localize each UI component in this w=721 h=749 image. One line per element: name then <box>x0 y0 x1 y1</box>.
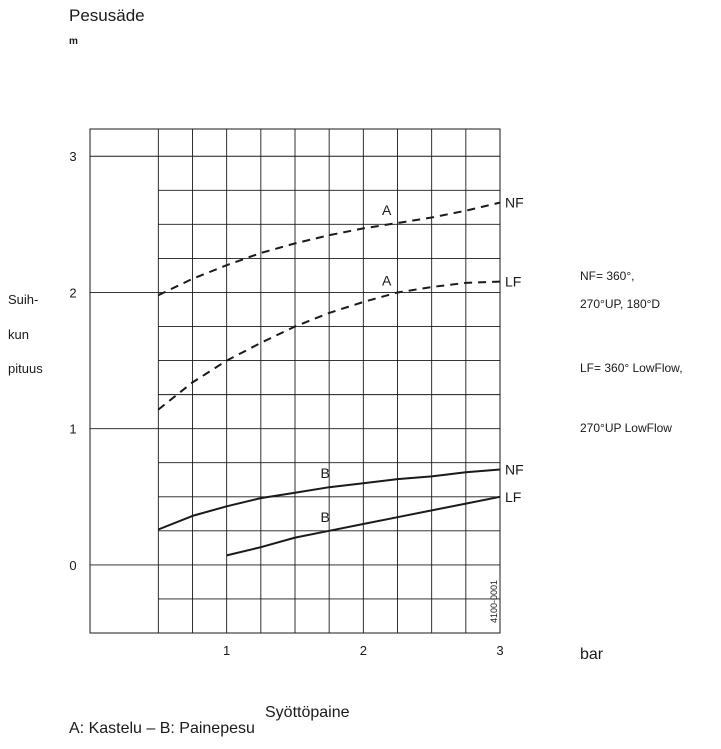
note-nf-line-2: 270°UP, 180°D <box>580 297 661 311</box>
series-end-label: NF <box>505 462 524 478</box>
series-line-A-LF <box>157 280 501 411</box>
y-tick-label: 2 <box>69 285 76 300</box>
series-end-label: LF <box>505 274 521 290</box>
series-end-label: LF <box>505 489 521 505</box>
series-line-B-LF <box>226 495 501 557</box>
x-tick-label: 2 <box>360 643 367 658</box>
series-group-label: A <box>382 272 392 288</box>
series-group-label: A <box>382 202 392 218</box>
x-unit-label: bar <box>580 646 604 663</box>
y-label-line-2: kun <box>8 327 29 342</box>
series-line-A-NF <box>157 201 501 297</box>
series-group-label: B <box>320 509 329 525</box>
y-tick-label: 1 <box>69 422 76 437</box>
note-lf-line-2: 270°UP LowFlow <box>580 421 672 435</box>
chart-caption: A: Kastelu – B: Painepesu <box>69 720 255 737</box>
x-tick-label: 1 <box>223 643 230 658</box>
series-end-label: NF <box>505 195 524 211</box>
x-axis-label: Syöttöpaine <box>265 704 350 721</box>
x-tick-label: 3 <box>496 643 503 658</box>
y-tick-label: 0 <box>69 558 76 573</box>
note-lf-line-1: LF= 360° LowFlow, <box>580 361 683 375</box>
chart-title: Pesusäde <box>69 6 145 25</box>
note-nf-line-1: NF= 360°, <box>580 269 635 283</box>
series-line-B-NF <box>157 468 501 531</box>
y-unit-label: m <box>69 36 78 47</box>
y-label-line-3: pituus <box>8 361 43 376</box>
series-group-label: B <box>320 465 329 481</box>
figure-code: 4100-0001 <box>489 580 499 623</box>
y-label-line-1: Suih- <box>8 292 39 307</box>
y-tick-label: 3 <box>69 149 76 164</box>
